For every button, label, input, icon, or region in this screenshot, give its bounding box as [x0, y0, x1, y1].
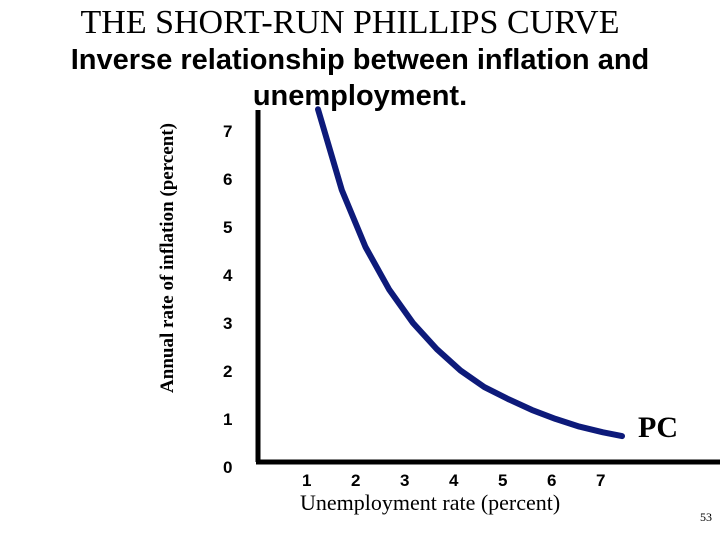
y-tick-label: 1	[223, 410, 232, 429]
slide-subtitle: Inverse relationship between inflation a…	[70, 44, 650, 112]
slide-title: THE SHORT-RUN PHILLIPS CURVE	[80, 4, 620, 41]
y-tick-label: 5	[223, 218, 232, 237]
y-tick-label: 6	[223, 170, 232, 189]
y-tick-label: 2	[223, 362, 232, 381]
page-number: 53	[700, 510, 712, 524]
x-tick-label: 7	[596, 471, 605, 490]
x-tick-label: 1	[302, 471, 311, 490]
y-tick-label: 3	[223, 314, 232, 333]
x-tick-label: 4	[449, 471, 459, 490]
x-tick-label: 5	[498, 471, 507, 490]
x-axis-label: Unemployment rate (percent)	[300, 490, 561, 515]
x-tick-label: 3	[400, 471, 409, 490]
x-tick-label: 6	[547, 471, 556, 490]
y-tick-label: 4	[223, 266, 233, 285]
pc-curve-label: PC	[638, 411, 678, 444]
phillips-curve-line	[315, 106, 625, 440]
y-tick-label: 7	[223, 122, 232, 141]
y-tick-label: 0	[223, 458, 232, 477]
x-tick-label: 2	[351, 471, 360, 490]
